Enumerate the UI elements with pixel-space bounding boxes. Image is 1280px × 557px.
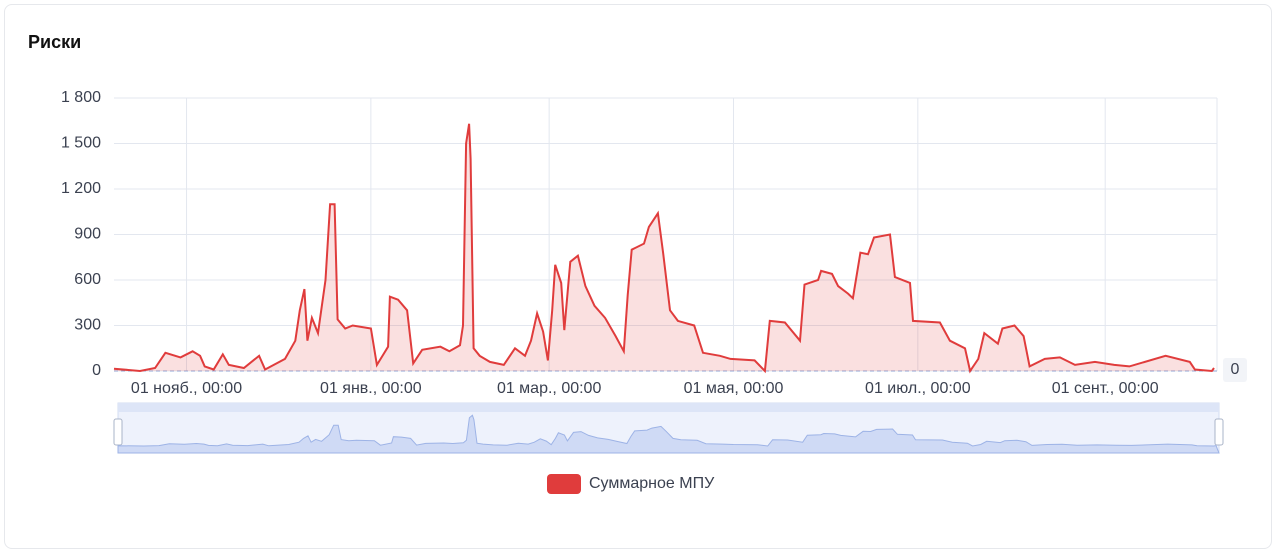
area bbox=[114, 123, 1214, 371]
y-tick-label: 300 bbox=[74, 317, 101, 334]
y-tick-label: 900 bbox=[74, 226, 101, 243]
x-tick-label: 01 мая, 00:00 bbox=[684, 380, 784, 397]
card bbox=[4, 4, 1272, 549]
legend-swatch bbox=[547, 474, 581, 494]
x-tick-label: 01 янв., 00:00 bbox=[320, 380, 422, 397]
y-tick-label: 1 800 bbox=[61, 89, 101, 106]
x-tick-label: 01 июл., 00:00 bbox=[865, 380, 971, 397]
overview-area bbox=[117, 414, 1220, 454]
end-label-box bbox=[1223, 358, 1247, 382]
x-tick-label: 01 сент., 00:00 bbox=[1052, 380, 1159, 397]
zoom-bar[interactable] bbox=[118, 403, 1219, 412]
chart-title: Риски bbox=[28, 32, 81, 52]
x-tick-label: 01 мар., 00:00 bbox=[497, 380, 602, 397]
zoom-handle[interactable] bbox=[1214, 418, 1224, 446]
y-tick-label: 1 200 bbox=[61, 180, 101, 197]
end-label: 0 bbox=[1231, 361, 1240, 378]
y-tick-label: 0 bbox=[92, 362, 101, 379]
legend-label: Суммарное МПУ bbox=[589, 475, 715, 492]
zoom-handle[interactable] bbox=[113, 418, 123, 446]
y-tick-label: 1 500 bbox=[61, 135, 101, 152]
y-tick-label: 600 bbox=[74, 271, 101, 288]
x-tick-label: 01 нояб., 00:00 bbox=[131, 380, 242, 397]
line bbox=[113, 123, 1215, 374]
